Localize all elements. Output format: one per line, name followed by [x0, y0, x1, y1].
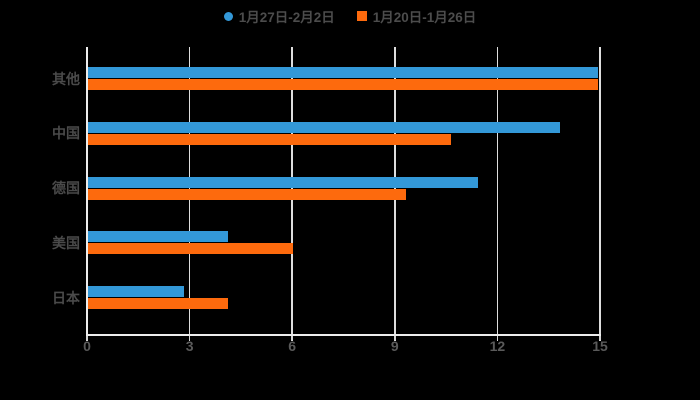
x-axis-line [86, 334, 601, 336]
bar-series0-德国[interactable] [88, 176, 478, 188]
gridline-x12 [496, 47, 499, 334]
x-tick-label-3: 3 [185, 338, 194, 354]
x-axis-tick-9 [394, 336, 396, 341]
x-tick-label-9: 9 [390, 338, 399, 354]
category-label-其他: 其他 [52, 70, 80, 87]
x-axis-tick-3 [188, 336, 191, 341]
x-axis-tick-12 [496, 336, 499, 341]
bar-series1-日本[interactable] [88, 298, 229, 309]
bar-series1-德国[interactable] [88, 188, 407, 200]
series-week1-marker-icon [356, 11, 367, 21]
legend-item-week1[interactable]: 1月20日-1月26日 [356, 6, 477, 26]
category-label-美国: 美国 [52, 234, 80, 251]
x-axis-tick-6 [291, 336, 293, 341]
x-axis-tick-15 [599, 336, 601, 341]
legend: 1月27日-2月2日 1月20日-1月26日 [0, 6, 700, 26]
bar-series0-中国[interactable] [88, 121, 560, 133]
gridline-x15 [599, 47, 601, 334]
series-week2-marker-icon [223, 11, 233, 21]
category-label-中国: 中国 [52, 125, 80, 142]
category-label-德国: 德国 [52, 180, 80, 196]
legend-label-week2: 1月27日-2月2日 [238, 10, 335, 25]
y-axis-line [86, 47, 88, 336]
bar-series0-其他[interactable] [88, 67, 598, 78]
x-tick-label-0: 0 [83, 338, 91, 354]
legend-label-week1: 1月20日-1月26日 [372, 10, 477, 25]
x-tick-label-12: 12 [489, 338, 506, 354]
x-tick-label-15: 15 [592, 338, 608, 354]
x-tick-label-6: 6 [288, 338, 297, 354]
bar-series1-美国[interactable] [88, 243, 294, 255]
bar-series0-美国[interactable] [88, 231, 229, 243]
x-axis-tick-0 [86, 336, 88, 341]
category-label-日本: 日本 [52, 289, 80, 306]
legend-item-week2[interactable]: 1月27日-2月2日 [223, 6, 335, 26]
plot-area: 0 3 6 9 12 15 [83, 47, 667, 354]
bar-series1-中国[interactable] [88, 133, 451, 145]
bar-series0-日本[interactable] [88, 286, 184, 297]
bar-series1-其他[interactable] [88, 79, 598, 90]
